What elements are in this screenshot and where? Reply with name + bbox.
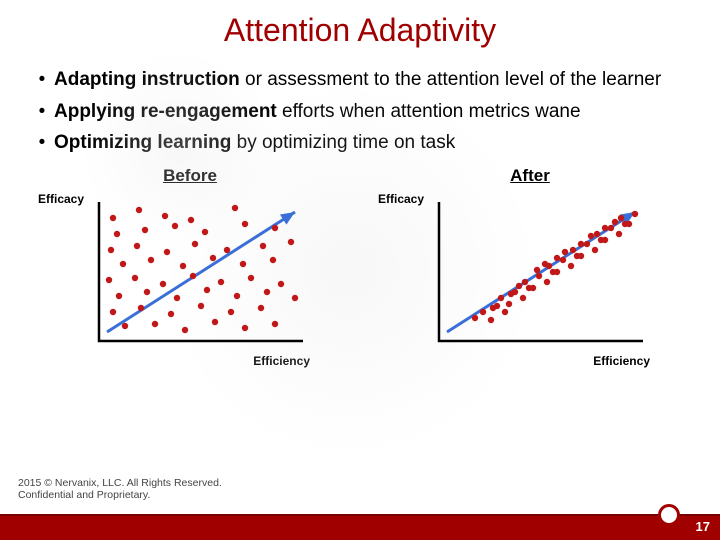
ylabel-after: Efficacy	[378, 192, 424, 206]
footer-line2: Confidential and Proprietary.	[18, 489, 222, 502]
after-chart: After Efficacy Efficiency	[380, 166, 680, 368]
scatter-before	[95, 200, 305, 345]
before-chart: Before Efficacy Efficiency	[40, 166, 340, 368]
slide-title: Attention Adaptivity	[0, 0, 720, 49]
scatter-after	[435, 200, 645, 345]
footer-copyright: 2015 © Nervanix, LLC. All Rights Reserve…	[18, 477, 222, 502]
page-number: 17	[696, 519, 710, 534]
footer-line1: 2015 © Nervanix, LLC. All Rights Reserve…	[18, 477, 222, 490]
ring-icon	[658, 504, 680, 526]
ylabel-before: Efficacy	[38, 192, 84, 206]
footer-bar	[0, 514, 720, 540]
